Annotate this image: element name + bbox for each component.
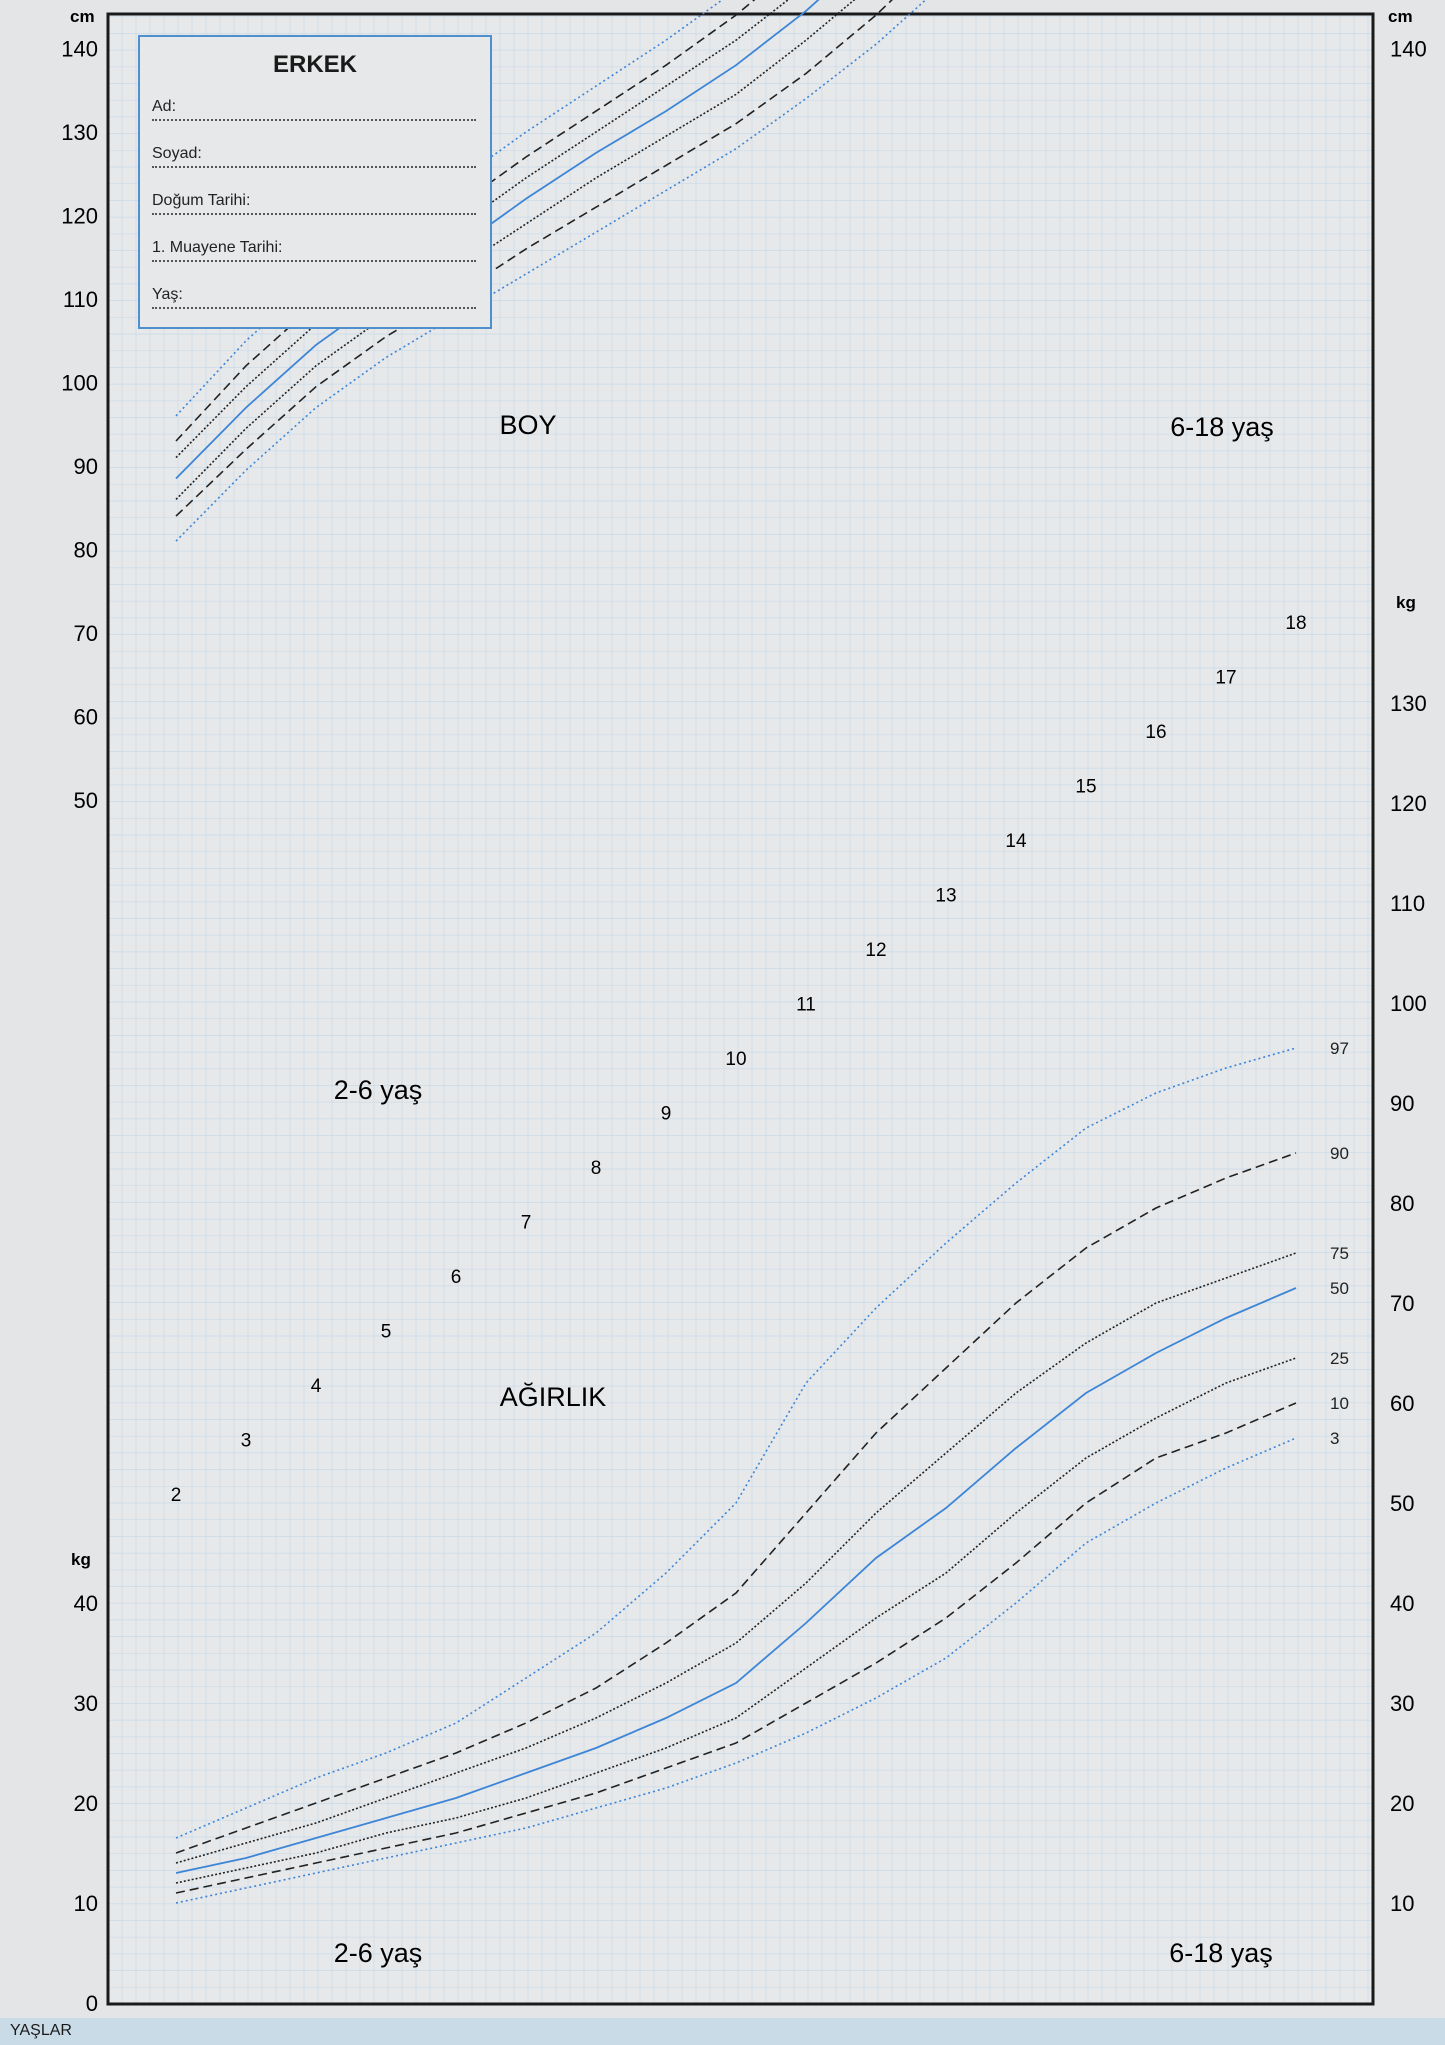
height-percentile-10-line [175, 0, 893, 517]
height-tick-left: 100 [61, 371, 98, 396]
height-unit-left: cm [70, 7, 95, 26]
weight-tick-left: 0 [86, 1991, 98, 2016]
weight-age-range-6-18: 6-18 yaş [1169, 1938, 1273, 1968]
weight-percentile-75-label: 75 [1330, 1244, 1349, 1263]
diagonal-age-label: 16 [1145, 722, 1166, 743]
diagonal-age-label: 7 [521, 1213, 532, 1234]
weight-tick-right: 130 [1390, 691, 1427, 716]
grid [106, 12, 1375, 2006]
weight-unit-left: kg [71, 1550, 91, 1569]
height-tick-left: 70 [74, 621, 98, 646]
age-axis-title: YAŞLAR [10, 2022, 72, 2039]
height-percentile-75-line [175, 0, 790, 459]
name-label: Ad: [152, 98, 179, 115]
weight-tick-right: 90 [1390, 1091, 1414, 1116]
weight-age-range-2-6: 2-6 yaş [334, 1938, 423, 1968]
weight-percentile-25-label: 25 [1330, 1349, 1349, 1368]
weight-percentile-75-line [175, 1252, 1297, 1864]
diagonal-age-label: 4 [311, 1376, 322, 1397]
weight-percentile-25-line [175, 1357, 1297, 1884]
height-tick-left: 110 [63, 287, 98, 312]
weight-tick-left: 30 [74, 1691, 98, 1716]
diagonal-age-label: 14 [1005, 831, 1027, 852]
height-tick-left: 130 [61, 120, 98, 145]
weight-percentile-50-line [175, 1287, 1297, 1874]
sex-title: ERKEK [272, 51, 357, 78]
exam-date-label: 1. Muayene Tarihi: [152, 239, 285, 256]
birthdate-field[interactable]: Doğum Tarihi: [152, 191, 476, 215]
weight-unit-right: kg [1396, 593, 1416, 612]
weight-percentile-10-label: 10 [1330, 1394, 1349, 1413]
height-tick-left: 50 [74, 788, 98, 813]
height-age-range-2-6: 2-6 yaş [334, 1075, 423, 1105]
weight-tick-right: 80 [1390, 1191, 1414, 1216]
weight-tick-right: 30 [1390, 1691, 1414, 1716]
weight-tick-left: 20 [74, 1791, 98, 1816]
weight-tick-right: 70 [1390, 1291, 1414, 1316]
weight-tick-right: 110 [1390, 891, 1425, 916]
diagonal-age-label: 9 [661, 1104, 672, 1125]
weight-tick-right: 120 [1390, 791, 1427, 816]
weight-percentile-97-line [175, 1047, 1297, 1839]
height-tick-left: 90 [74, 454, 98, 479]
chart-frame [106, 12, 1375, 2006]
weight-percentile-50-label: 50 [1330, 1279, 1349, 1298]
diagonal-age-label: 8 [591, 1158, 602, 1179]
height-tick-left: 120 [61, 204, 98, 229]
birthdate-label: Doğum Tarihi: [152, 192, 253, 209]
diagonal-age-label: 5 [381, 1322, 392, 1343]
age-label: Yaş: [152, 286, 185, 303]
name-field[interactable]: Ad: [152, 97, 476, 121]
chart-labels: 9790755025103979075502510350607080901001… [61, 7, 1427, 2044]
height-tick-left: 60 [74, 705, 98, 730]
diagonal-age-label: 13 [935, 886, 956, 907]
weight-percentile-90-label: 90 [1330, 1144, 1349, 1163]
height-percentile-25-line [175, 0, 856, 500]
height-tick-right: 140 [1390, 37, 1427, 62]
diagonal-age-label: 6 [451, 1267, 462, 1288]
diagonal-age-label: 11 [796, 995, 816, 1016]
height-tick-left: 140 [61, 37, 98, 62]
plot-background [108, 14, 1373, 2004]
weight-percentile-10-line [175, 1402, 1297, 1894]
diagonal-age-label: 3 [241, 1431, 252, 1452]
height-unit-right: cm [1388, 7, 1413, 26]
height-age-range-6-18: 6-18 yaş [1170, 412, 1274, 442]
age-axis-bar: YAŞLAR [0, 2018, 1445, 2045]
surname-field[interactable]: Soyad: [152, 144, 476, 168]
weight-tick-right: 10 [1390, 1891, 1414, 1916]
diagonal-age-label: 12 [865, 940, 886, 961]
height-tick-left: 80 [74, 538, 98, 563]
weight-tick-left: 40 [74, 1591, 98, 1616]
weight-tick-right: 50 [1390, 1491, 1414, 1516]
weight-tick-right: 100 [1390, 991, 1427, 1016]
weight-percentile-3-label: 3 [1330, 1429, 1339, 1448]
diagonal-age-label: 15 [1075, 777, 1096, 798]
height-percentile-3-line [175, 0, 927, 542]
surname-label: Soyad: [152, 145, 204, 162]
weight-tick-right: 40 [1390, 1591, 1414, 1616]
weight-percentile-90-line [175, 1152, 1297, 1854]
diagonal-age-label: 10 [725, 1049, 746, 1070]
height-title: BOY [499, 410, 556, 440]
weight-tick-right: 60 [1390, 1391, 1414, 1416]
age-field[interactable]: Yaş: [152, 285, 476, 309]
diagonal-age-label: 2 [171, 1485, 182, 1506]
weight-percentile-3-line [175, 1437, 1297, 1904]
exam-date-field[interactable]: 1. Muayene Tarihi: [152, 238, 476, 262]
weight-percentile-97-label: 97 [1330, 1039, 1349, 1058]
diagonal-age-label: 18 [1285, 613, 1306, 634]
diagonal-age-label: 17 [1215, 668, 1236, 689]
weight-tick-right: 20 [1390, 1791, 1414, 1816]
patient-info-box: ERKEK Ad: Soyad: Doğum Tarihi: 1. Muayen… [138, 35, 492, 329]
weight-title: AĞIRLIK [500, 1381, 607, 1412]
weight-tick-left: 10 [74, 1891, 98, 1916]
